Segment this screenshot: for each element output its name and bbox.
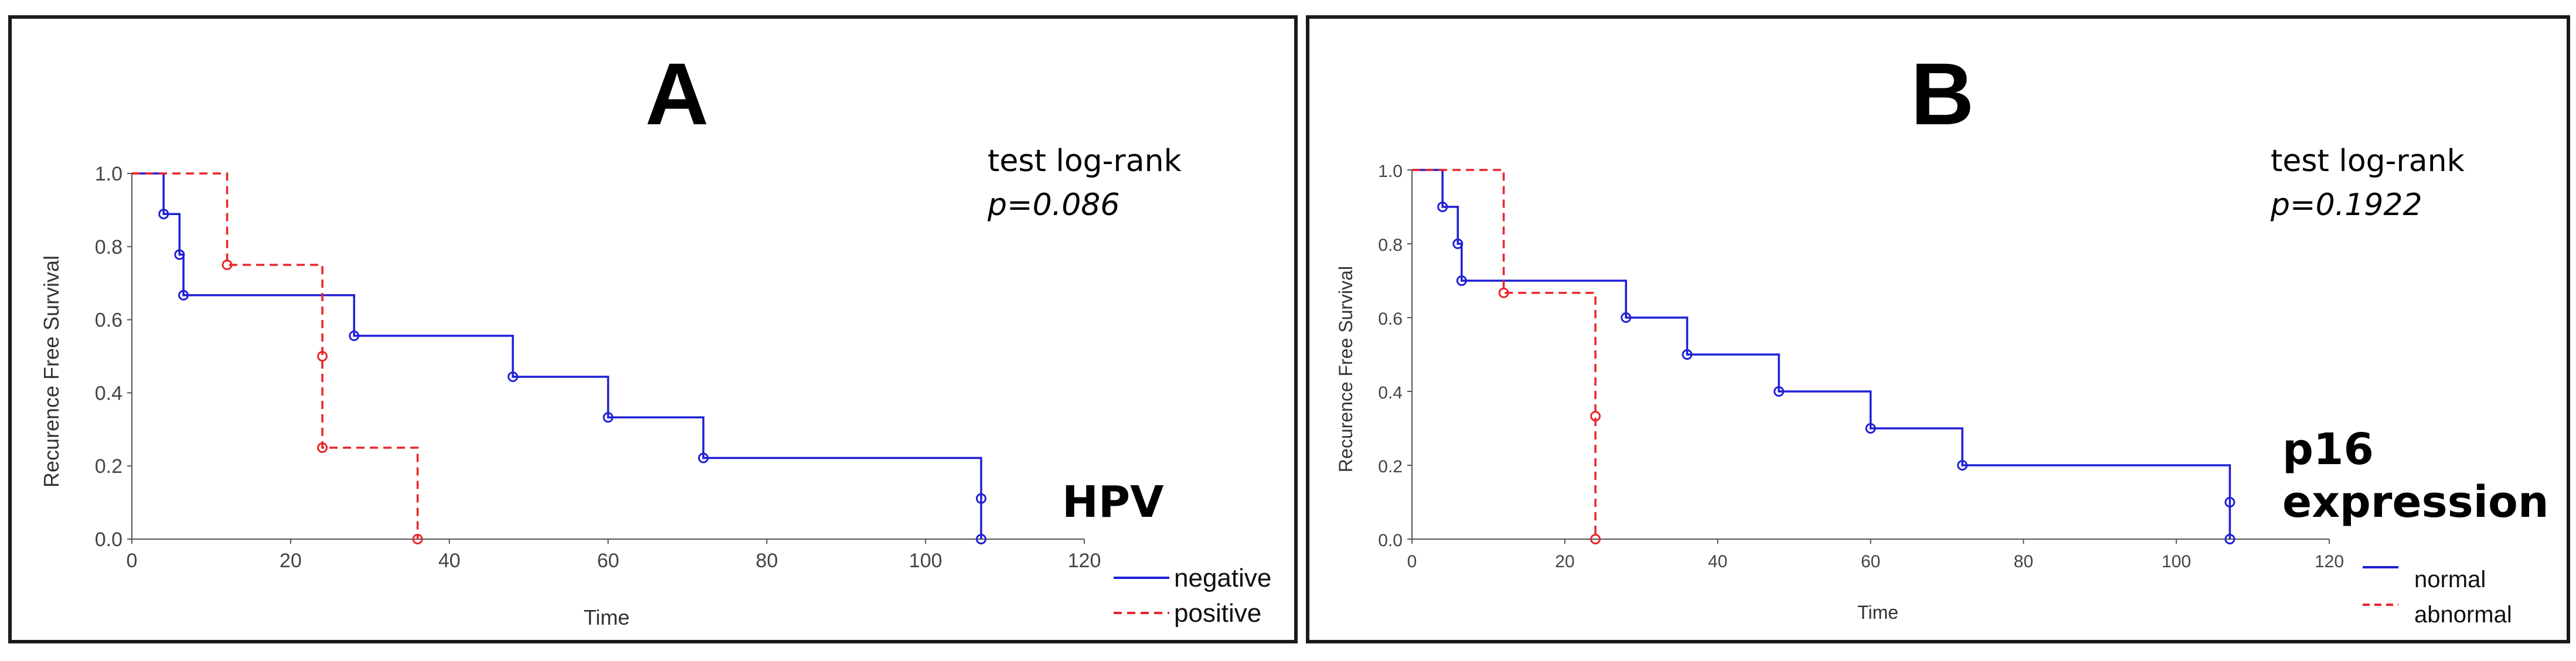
y-tick-label: 0.0 bbox=[95, 529, 122, 551]
panel-a-xlabel: Time bbox=[584, 605, 630, 629]
x-tick-label: 0 bbox=[1407, 552, 1417, 571]
series-normal-curve bbox=[1412, 169, 2231, 539]
panel-a-axes: 0 20 40 60 80 100 120 0.0 0.2 0.4 0.6 0.8 1.0 bbox=[95, 163, 1101, 572]
series-negative-censor-point bbox=[975, 534, 986, 544]
chart-a-svg: A test log-rank p=0.086 HPV Time Recuren… bbox=[39, 45, 1271, 629]
series-abnormal-curve bbox=[1412, 169, 1597, 539]
series-positive-censor-point bbox=[222, 260, 233, 270]
y-tick-label: 1.0 bbox=[95, 163, 122, 185]
series-normal-censor-point bbox=[1452, 238, 1464, 249]
series-abnormal bbox=[1412, 169, 1601, 544]
panel-b-ylabel: Recurence Free Survival bbox=[1335, 266, 1356, 472]
y-tick-label: 0.2 bbox=[95, 455, 122, 478]
series-normal-censor-point bbox=[1774, 386, 1784, 397]
series-abnormal-censor-point bbox=[1498, 287, 1509, 298]
series-negative bbox=[132, 172, 986, 544]
y-tick-label: 0.2 bbox=[1378, 457, 1403, 476]
series-positive-censor-point bbox=[317, 351, 328, 362]
y-tick-label: 1.0 bbox=[1378, 162, 1403, 181]
x-tick-label: 60 bbox=[1861, 552, 1880, 571]
panel-a-p-value: p=0.086 bbox=[987, 188, 1119, 223]
x-tick-label: 120 bbox=[2315, 552, 2344, 571]
series-negative-censor-point bbox=[174, 249, 185, 260]
series-normal-censor-point bbox=[2224, 534, 2235, 544]
series-negative-censor-point bbox=[349, 330, 360, 342]
series-normal-censor-point bbox=[2224, 497, 2235, 507]
x-tick-label: 80 bbox=[756, 550, 778, 572]
legend-abnormal-label: abnormal bbox=[2414, 602, 2512, 628]
series-negative-censor-point bbox=[158, 209, 169, 220]
legend-normal-label: normal bbox=[2414, 567, 2486, 592]
panel-b-test-label: test log-rank bbox=[2271, 144, 2465, 179]
x-tick-label: 120 bbox=[1068, 550, 1101, 572]
series-positive-curve bbox=[132, 172, 419, 539]
x-tick-label: 20 bbox=[280, 550, 302, 572]
x-tick-label: 100 bbox=[2162, 552, 2191, 571]
y-tick-label: 0.4 bbox=[95, 382, 122, 404]
series-positive bbox=[132, 172, 423, 544]
series-negative-censor-point bbox=[603, 412, 614, 423]
panel-b-marker-line2: expression bbox=[2282, 477, 2549, 527]
chart-b-svg: B test log-rank p=0.1922 p16 expression … bbox=[1335, 45, 2549, 628]
series-positive-censor-point bbox=[412, 534, 423, 544]
series-abnormal-censor-point bbox=[1590, 534, 1601, 544]
series-negative-censor-point bbox=[975, 493, 986, 504]
panel-b-legend: normal abnormal bbox=[2363, 566, 2512, 628]
series-normal-censor-point bbox=[1682, 349, 1693, 360]
panel-b: B test log-rank p=0.1922 p16 expression … bbox=[1306, 15, 2570, 643]
x-tick-label: 0 bbox=[127, 550, 138, 572]
panel-b-letter: B bbox=[1911, 45, 1974, 143]
panel-b-xlabel: Time bbox=[1857, 602, 1898, 623]
x-tick-label: 100 bbox=[909, 550, 942, 572]
panel-b-marker-line1: p16 bbox=[2282, 424, 2374, 475]
x-tick-label: 40 bbox=[438, 550, 461, 572]
panel-a: A test log-rank p=0.086 HPV Time Recuren… bbox=[8, 15, 1298, 643]
panel-b-axes: 0 20 40 60 80 100 120 0.0 0.2 0.4 0.6 0.8 1.0 bbox=[1378, 162, 2344, 571]
x-tick-label: 80 bbox=[2014, 552, 2033, 571]
y-tick-label: 0.8 bbox=[95, 236, 122, 258]
series-normal-censor-point bbox=[1437, 202, 1448, 212]
panel-a-test-label: test log-rank bbox=[988, 144, 1182, 179]
y-tick-label: 0.6 bbox=[1378, 309, 1403, 329]
series-positive-censor-point bbox=[317, 442, 328, 453]
series-negative-censor-point bbox=[508, 371, 518, 382]
series-negative-curve bbox=[132, 172, 982, 539]
series-normal-censor-point bbox=[1865, 423, 1876, 434]
x-tick-label: 60 bbox=[597, 550, 620, 572]
series-normal-censor-point bbox=[1621, 312, 1632, 323]
series-negative-censor-point bbox=[178, 289, 189, 301]
panel-a-ylabel: Recurence Free Survival bbox=[39, 255, 63, 488]
y-tick-label: 0.4 bbox=[1378, 383, 1403, 403]
series-normal-censor-point bbox=[1456, 275, 1467, 286]
legend-positive-label: positive bbox=[1174, 599, 1261, 628]
panel-a-letter: A bbox=[645, 45, 709, 143]
series-negative-censor-point bbox=[698, 452, 709, 464]
y-tick-label: 0.8 bbox=[1378, 236, 1403, 255]
x-tick-label: 40 bbox=[1708, 552, 1727, 571]
series-normal bbox=[1412, 169, 2235, 544]
x-tick-label: 20 bbox=[1555, 552, 1574, 571]
series-abnormal-censor-point bbox=[1590, 411, 1601, 422]
y-tick-label: 0.0 bbox=[1378, 531, 1403, 550]
legend-negative-label: negative bbox=[1174, 564, 1271, 592]
panel-a-legend: negative positive bbox=[1114, 564, 1271, 628]
panel-b-p-value: p=0.1922 bbox=[2270, 188, 2422, 223]
panel-a-marker-label: HPV bbox=[1062, 477, 1163, 527]
series-normal-censor-point bbox=[1957, 460, 1968, 471]
y-tick-label: 0.6 bbox=[95, 309, 122, 332]
